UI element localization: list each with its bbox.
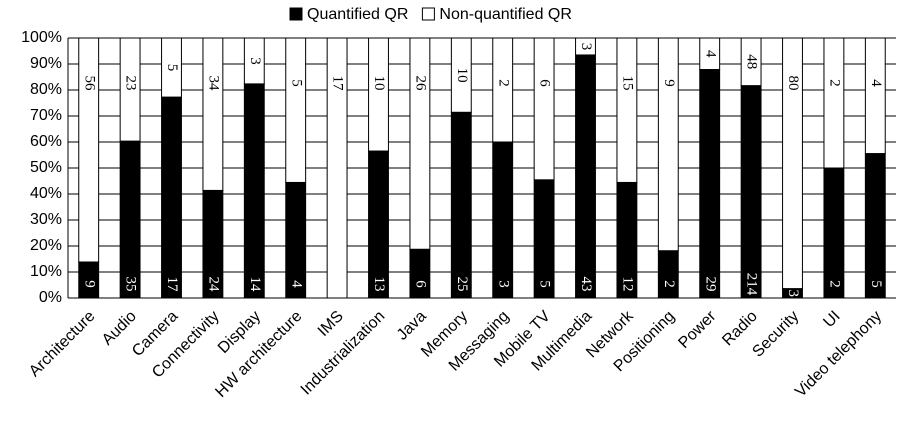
data-label: 34 <box>205 76 221 92</box>
legend-label: Non-quantified QR <box>439 6 572 23</box>
data-label: 2 <box>495 79 511 87</box>
bar-segment <box>243 83 265 299</box>
bar-segment <box>864 37 886 155</box>
x-tick-label: Architecture <box>26 308 98 380</box>
bar-segment <box>657 37 679 252</box>
data-label: 4 <box>702 50 718 58</box>
bar-segment <box>78 37 100 263</box>
bar-segment <box>368 37 389 152</box>
y-tick-label: 60% <box>30 133 62 150</box>
y-tick-label: 10% <box>30 263 62 280</box>
legend-swatch <box>289 7 303 21</box>
data-label: 3 <box>578 43 594 51</box>
bar-segment <box>492 37 514 143</box>
bar-segment <box>782 37 803 290</box>
data-label: 25 <box>454 277 470 292</box>
bar-segment <box>202 37 224 191</box>
bar-segment <box>575 37 596 56</box>
bar-segment <box>409 248 431 299</box>
bar-segment <box>243 37 265 85</box>
bar-segment <box>285 37 307 183</box>
data-label: 23 <box>123 76 139 91</box>
data-label: 29 <box>702 277 718 292</box>
data-label: 9 <box>661 79 677 87</box>
y-tick-label: 100% <box>21 29 62 46</box>
bar-segment <box>823 167 845 299</box>
bar-segment <box>864 153 886 299</box>
y-tick-label: 0% <box>39 289 62 306</box>
x-tick-label: UI <box>820 308 843 331</box>
y-tick-label: 80% <box>30 81 62 98</box>
x-tick-label: IMS <box>315 308 347 340</box>
bar-segment <box>450 111 472 299</box>
y-tick-label: 40% <box>30 185 62 202</box>
data-label: 5 <box>537 280 553 288</box>
data-label: 14 <box>247 277 263 293</box>
data-label: 5 <box>164 64 180 72</box>
y-tick-label: 70% <box>30 107 62 124</box>
data-label: 17 <box>164 277 180 293</box>
x-tick-label: Power <box>675 307 720 352</box>
data-label: 214 <box>744 273 760 296</box>
data-label: 26 <box>412 76 428 92</box>
bar-segment <box>161 37 182 98</box>
y-tick-label: 20% <box>30 237 62 254</box>
data-label: 2 <box>826 79 842 87</box>
data-label: 3 <box>247 57 263 65</box>
data-label: 2 <box>661 280 677 288</box>
data-label: 5 <box>288 79 304 87</box>
data-label: 17 <box>330 76 346 92</box>
data-label: 56 <box>81 76 97 92</box>
x-tick-label: Security <box>749 308 802 361</box>
bar-segment <box>740 85 762 299</box>
bar-segment <box>699 37 721 71</box>
data-label: 9 <box>81 280 97 288</box>
data-label: 10 <box>454 68 470 83</box>
data-label: 80 <box>785 76 801 91</box>
bar-segment <box>119 140 141 299</box>
y-tick-label: 30% <box>30 211 62 228</box>
bar-segment <box>575 54 596 299</box>
y-tick-label: 50% <box>30 159 62 176</box>
x-tick-label: Java <box>394 308 430 344</box>
bar-segment <box>450 37 472 113</box>
bar-segment <box>533 37 555 181</box>
bar-segment <box>740 37 762 87</box>
data-label: 5 <box>868 280 884 288</box>
data-label: 24 <box>205 277 221 293</box>
data-label: 3 <box>785 290 801 298</box>
data-label: 6 <box>537 79 553 87</box>
data-label: 2 <box>826 280 842 288</box>
data-label: 4 <box>288 280 304 288</box>
data-label: 12 <box>619 277 635 292</box>
data-label: 15 <box>619 76 635 91</box>
bar-segment <box>492 141 514 299</box>
legend-label: Quantified QR <box>307 6 408 23</box>
bar-segment <box>409 37 431 250</box>
data-label: 48 <box>744 54 760 69</box>
data-label: 10 <box>371 76 387 91</box>
bar-segment <box>699 69 721 299</box>
bar-segment <box>326 37 348 299</box>
data-label: 13 <box>371 277 387 292</box>
data-label: 3 <box>495 280 511 288</box>
y-tick-label: 90% <box>30 55 62 72</box>
data-label: 35 <box>123 277 139 292</box>
bar-segment <box>657 250 679 299</box>
bar-segment <box>823 37 845 169</box>
bar-segment <box>119 37 141 142</box>
data-label: 43 <box>578 277 594 292</box>
bar-segment <box>161 96 182 299</box>
bar-segment <box>616 37 638 183</box>
data-label: 6 <box>412 280 428 288</box>
data-label: 4 <box>868 79 884 87</box>
legend-swatch <box>421 7 435 21</box>
